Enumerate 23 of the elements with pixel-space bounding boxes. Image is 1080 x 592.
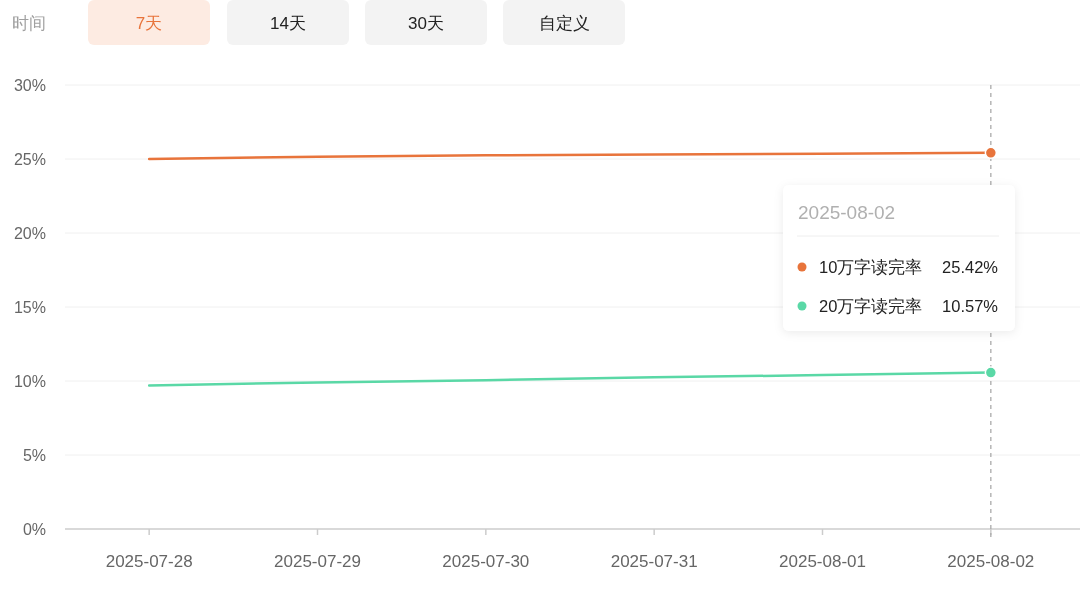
text: 14天 <box>270 13 306 33</box>
x-tick-label: 2025-08-02 <box>947 551 1035 571</box>
y-tick-label: 30% <box>13 76 46 94</box>
y-tick-label: 15% <box>13 298 46 316</box>
text: 时间 <box>12 13 46 33</box>
ref-line-label: 2025-08-02 <box>798 201 896 223</box>
y-tick-label: 5% <box>22 446 46 464</box>
x-tick-label: 2025-07-29 <box>274 551 361 571</box>
x-tick-label: 2025-07-31 <box>610 551 698 571</box>
annotation: 10.57% <box>942 297 999 315</box>
legend-label: 10万字读完率 <box>819 258 923 276</box>
x-tick-label: 2025-07-30 <box>442 551 530 571</box>
text: 30天 <box>408 13 444 33</box>
y-tick-label: 10% <box>13 372 46 390</box>
x-tick-label: 2025-07-28 <box>105 551 193 571</box>
legend-label: 20万字读完率 <box>819 297 923 315</box>
text: 自定义 <box>538 13 590 33</box>
text: 7天 <box>135 13 163 33</box>
y-tick-label: 25% <box>13 150 46 168</box>
x-tick-label: 2025-08-01 <box>779 551 866 571</box>
y-tick-label: 20% <box>13 224 46 242</box>
y-tick-label: 0% <box>22 520 46 538</box>
annotation: 25.42% <box>942 258 999 276</box>
